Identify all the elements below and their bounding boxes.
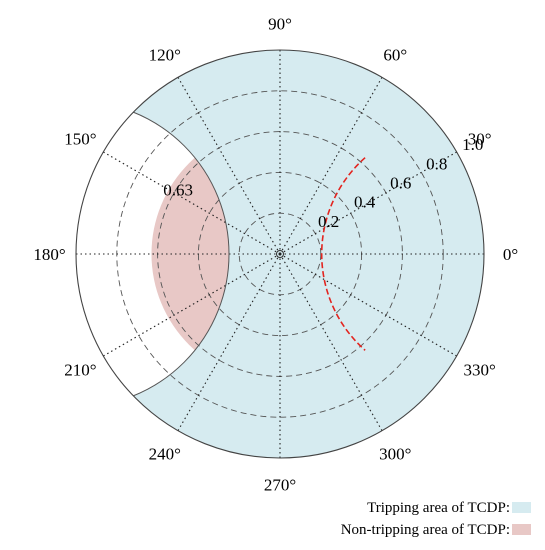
legend-swatch-non-tripping: [512, 524, 531, 535]
tripping-region: [76, 50, 484, 458]
center-marker: [276, 250, 284, 258]
angular-tick-label: 120°: [149, 45, 181, 64]
angular-tick-label: 90°: [268, 14, 292, 33]
labels-layer: 0.63 0.2 0.4 0.6 0.8 1.0 0° 30° 60° 90° 120° 150° 18…: [33, 14, 518, 494]
legend-label-non-tripping: Non-tripping area of TCDP:: [341, 522, 510, 538]
legend-label-tripping: Tripping area of TCDP:: [367, 500, 510, 516]
angular-tick-label: 300°: [379, 445, 411, 464]
radial-tick-label: 1.0: [462, 135, 483, 154]
grid-layer: [76, 50, 484, 458]
angular-tick-label: 30°: [468, 130, 492, 149]
marker-arc: [320, 157, 366, 351]
legend-item-non-tripping: Non-tripping area of TCDP:: [341, 522, 531, 538]
angular-tick-label: 210°: [64, 360, 96, 379]
angular-tick-label: 240°: [149, 445, 181, 464]
radial-tick-label: 0.4: [354, 193, 376, 212]
angular-tick-label: 0°: [503, 245, 518, 264]
angular-tick-label: 150°: [64, 130, 96, 149]
outer-circle: [75, 49, 485, 459]
legend: Tripping area of TCDP: Non-tripping area…: [341, 500, 531, 538]
angular-tick-label: 270°: [264, 476, 296, 495]
angular-tick-label: 180°: [33, 245, 65, 264]
radial-tick-label: 0.8: [426, 154, 447, 173]
outline-layer: [75, 49, 485, 459]
legend-swatch-tripping: [512, 502, 531, 513]
boundary-arc: [76, 100, 230, 408]
radial-tick-label: 0.6: [390, 174, 411, 193]
legend-item-tripping: Tripping area of TCDP:: [367, 500, 531, 516]
angular-tick-label: 60°: [383, 45, 407, 64]
radial-tick-label: 0.2: [318, 212, 339, 231]
angular-tick-label: 330°: [463, 360, 495, 379]
marker-arc-label: 0.63: [163, 181, 193, 200]
